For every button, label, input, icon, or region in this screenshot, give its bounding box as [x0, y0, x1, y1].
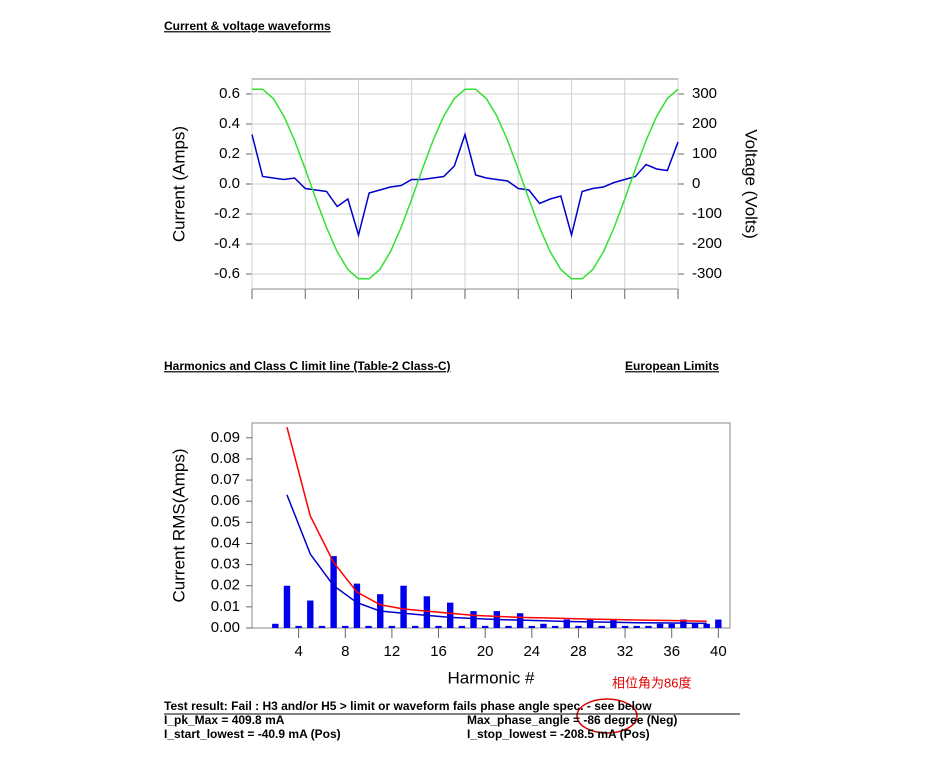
y2-tick-label: -100	[692, 205, 722, 222]
y-axis-label: Current (Amps)	[169, 126, 188, 242]
y-tick-label: 0.0	[219, 175, 240, 192]
y-tick-label: 0.2	[219, 145, 240, 162]
y2-tick-label: 0	[692, 175, 700, 192]
y-axis-label: Current RMS(Amps)	[169, 449, 188, 603]
bar	[353, 583, 361, 628]
x-tick-label: 36	[663, 643, 680, 660]
bar	[563, 619, 570, 628]
bar	[656, 623, 664, 628]
y-tick-label: 0.09	[211, 429, 240, 446]
result-item: I_stop_lowest = -208.5 mA (Pos)	[467, 727, 650, 741]
y2-tick-label: 100	[692, 145, 717, 162]
bar	[435, 625, 442, 628]
bar	[423, 596, 431, 628]
bar	[400, 585, 407, 628]
bar	[633, 625, 640, 628]
bar	[575, 625, 582, 628]
bar	[388, 625, 396, 628]
y2-tick-label: -300	[692, 265, 722, 282]
x-tick-label: 32	[617, 643, 634, 660]
bar	[528, 625, 536, 628]
bar	[668, 623, 675, 628]
y-tick-label: 0.08	[211, 450, 240, 467]
series-line	[286, 427, 707, 622]
y-tick-label: 0.05	[211, 513, 240, 530]
chart-title: Current & voltage waveforms	[164, 19, 331, 33]
chart-subtitle: European Limits	[625, 359, 719, 373]
result-item: I_start_lowest = -40.9 mA (Pos)	[164, 727, 341, 741]
x-tick-label: 4	[294, 643, 302, 660]
x-tick-label: 20	[477, 643, 494, 660]
bar	[470, 611, 477, 628]
bar	[540, 623, 547, 628]
y-tick-label: 0.06	[211, 492, 240, 509]
series-line	[252, 88, 679, 280]
x-tick-label: 28	[570, 643, 587, 660]
bar	[330, 556, 337, 628]
y2-tick-label: 200	[692, 115, 717, 132]
bar	[703, 623, 710, 628]
test-summary: Test result: Fail : H3 and/or H5 > limit…	[164, 699, 652, 713]
x-tick-label: 16	[430, 643, 447, 660]
bar	[505, 625, 512, 628]
bar	[283, 585, 291, 628]
y-tick-label: 0.07	[211, 471, 240, 488]
y-tick-label: -0.6	[214, 265, 240, 282]
bar	[610, 619, 617, 628]
bar	[412, 625, 419, 628]
bar	[621, 625, 629, 628]
x-tick-label: 40	[710, 643, 727, 660]
chart-title: Harmonics and Class C limit line (Table-…	[164, 359, 451, 373]
y2-axis-label: Voltage (Volts)	[742, 129, 761, 239]
y-tick-label: 0.04	[211, 534, 240, 551]
plot-frame	[251, 422, 731, 629]
y-tick-label: 0.03	[211, 556, 240, 573]
x-tick-label: 12	[384, 643, 401, 660]
bar	[586, 619, 594, 628]
result-item: Max_phase_angle = -86 degree (Neg)	[467, 713, 677, 727]
y-tick-label: 0.01	[211, 598, 240, 615]
x-axis-label: Harmonic #	[448, 668, 535, 687]
result-item: I_pk_Max = 409.8 mA	[164, 713, 285, 727]
bar	[272, 623, 279, 628]
bar	[481, 625, 489, 628]
highlight-ellipse	[576, 698, 638, 734]
y-tick-label: -0.2	[214, 205, 240, 222]
bar	[691, 623, 699, 628]
bar	[551, 625, 559, 628]
bar	[715, 619, 722, 628]
bar	[446, 602, 454, 628]
y-tick-label: 0.6	[219, 85, 240, 102]
x-tick-label: 24	[523, 643, 540, 660]
bar	[307, 600, 314, 628]
bar	[365, 625, 372, 628]
bar	[598, 625, 605, 628]
annotation: 相位角为86度	[612, 675, 691, 690]
y-tick-label: 0.4	[219, 115, 240, 132]
series-line	[251, 131, 679, 238]
y-tick-label: 0.00	[211, 619, 240, 636]
bar	[458, 625, 466, 628]
bar	[295, 625, 302, 628]
x-tick-label: 8	[341, 643, 349, 660]
bar	[645, 625, 652, 628]
y2-tick-label: 300	[692, 85, 717, 102]
y2-tick-label: -200	[692, 235, 722, 252]
bar	[342, 625, 349, 628]
series-line	[286, 494, 707, 625]
bar	[318, 625, 326, 628]
y-tick-label: 0.02	[211, 577, 240, 594]
y-tick-label: -0.4	[214, 235, 240, 252]
